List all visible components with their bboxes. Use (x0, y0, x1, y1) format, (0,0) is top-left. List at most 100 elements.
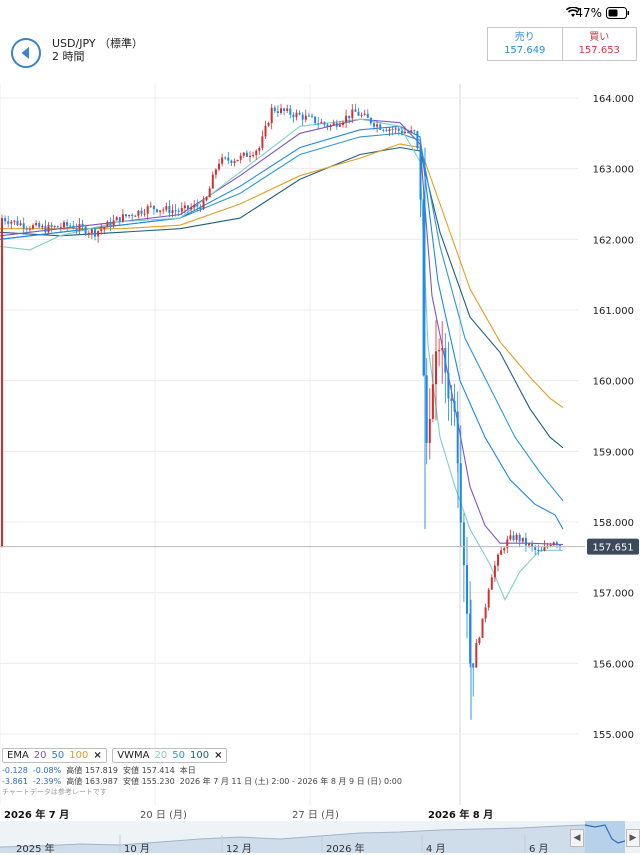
date-label-august: 2026 年 8 月 (428, 810, 494, 821)
candle (407, 129, 410, 134)
candle (515, 532, 518, 543)
candle-body (320, 122, 323, 124)
candle-body (379, 124, 382, 130)
buy-quote-button[interactable]: 買い 157.653 (563, 28, 637, 60)
candle-body (273, 107, 276, 112)
candle (131, 213, 134, 222)
candle-body (487, 589, 490, 608)
candle-body (97, 231, 100, 237)
candle-body (493, 565, 496, 578)
candle-body (211, 174, 214, 189)
candle (373, 121, 375, 130)
back-button[interactable] (11, 38, 41, 68)
candle-body (196, 204, 199, 207)
candle (152, 205, 155, 215)
candle (311, 113, 313, 119)
scroll-left-button[interactable]: ◀ (570, 829, 584, 847)
timeframe[interactable]: 2 時間 (52, 50, 85, 63)
candle-body (221, 157, 224, 164)
candle-body (174, 210, 177, 212)
candle (115, 216, 118, 221)
candle-body (1, 218, 3, 547)
candle-body (53, 226, 56, 228)
candle-body (25, 228, 28, 230)
candle (242, 152, 245, 159)
candle-body (190, 207, 193, 210)
candle (13, 220, 16, 225)
candle-body (125, 214, 127, 217)
candle-body (112, 220, 115, 227)
scroll-right-button[interactable]: ▶ (626, 829, 640, 847)
candle (524, 532, 527, 552)
today-change: -0.128 (2, 766, 28, 775)
price-tick-label: 157.000 (593, 589, 634, 600)
candle-body (428, 418, 431, 443)
price-chart[interactable]: 157.651 164.000 163.000 162.000 161.000 160.… (0, 84, 640, 805)
candle (236, 159, 239, 162)
candle-body (261, 136, 264, 148)
candle (298, 110, 301, 116)
candle (63, 220, 65, 230)
candle-body (311, 115, 313, 117)
candle (497, 552, 499, 572)
candle-body (475, 643, 478, 668)
candlesticks (1, 103, 561, 720)
candle-body (419, 148, 422, 200)
candle-body (78, 223, 81, 229)
vwma-period-20: 20 (154, 750, 168, 761)
today-high-label: 高値 (66, 766, 83, 775)
price-tick-label: 160.000 (593, 377, 634, 388)
candle-body (462, 522, 465, 566)
candle (4, 215, 7, 225)
candle (304, 109, 307, 123)
candle (199, 204, 202, 213)
ema-close-icon[interactable]: × (93, 750, 102, 761)
candle (193, 200, 196, 211)
vwma-close-icon[interactable]: × (214, 750, 223, 761)
ema-100-line (0, 143, 564, 408)
candle-body (165, 206, 168, 210)
candle (332, 119, 335, 126)
candle-body (149, 205, 152, 207)
candle-body (22, 223, 25, 229)
candle (47, 222, 50, 234)
today-low-label: 安値 (123, 766, 140, 775)
candle (428, 388, 431, 460)
candle (75, 223, 78, 235)
candle-body (447, 372, 450, 399)
candle (441, 321, 444, 384)
candle (103, 226, 106, 235)
candle (295, 109, 298, 121)
candle-body (329, 125, 332, 127)
overview-label-dec: 12 月 (226, 844, 252, 855)
candle-body (515, 534, 518, 540)
candle (168, 200, 171, 218)
candle-body (314, 116, 317, 124)
candle (289, 105, 292, 119)
overview-navigator[interactable]: 2025 年 10 月 12 月 2026 年 4 月 6 月 ◀ ▶ (0, 821, 640, 855)
price-tick-label: 159.000 (593, 447, 634, 458)
candle-body (239, 155, 242, 160)
candle (106, 220, 109, 228)
candle (10, 219, 13, 229)
candle (134, 214, 137, 217)
candle-body (506, 539, 509, 549)
candle (78, 218, 81, 235)
price-tick-label: 163.000 (593, 165, 634, 176)
ema-chip[interactable]: EMA 20 50 100 × (2, 748, 107, 763)
candle (419, 148, 422, 217)
candle (335, 119, 338, 130)
candle-body (490, 577, 493, 590)
candle (239, 152, 242, 164)
vwma-label: VWMA (117, 750, 150, 761)
candle-body (512, 535, 515, 540)
candle (140, 207, 143, 217)
candle-body (13, 220, 16, 222)
ema-period-50: 50 (51, 750, 65, 761)
candle-body (245, 152, 248, 157)
candle (512, 531, 515, 542)
vwma-chip[interactable]: VWMA 20 50 100 × (112, 748, 228, 763)
candle-body (342, 122, 344, 125)
candle (252, 151, 255, 158)
sell-quote-button[interactable]: 売り 157.649 (488, 28, 563, 60)
